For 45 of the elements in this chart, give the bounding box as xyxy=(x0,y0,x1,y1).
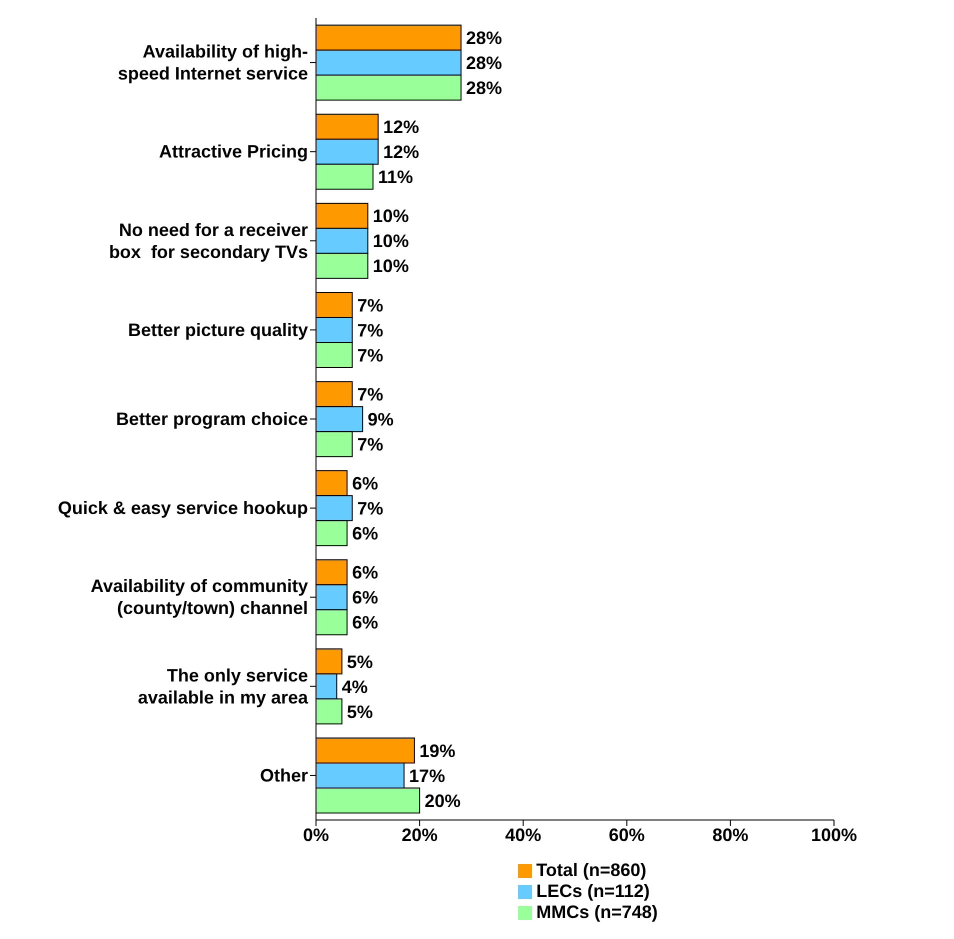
data-label: 6% xyxy=(352,562,378,583)
y-tick-label: Quick & easy service hookup xyxy=(58,498,308,518)
x-tick-label: 60% xyxy=(608,824,645,845)
data-label: 10% xyxy=(372,256,409,276)
y-tick-label: Attractive Pricing xyxy=(158,142,308,162)
data-label: 11% xyxy=(378,167,414,188)
y-tick-label: Availability of high- speed Internet service xyxy=(118,42,308,84)
data-label: 7% xyxy=(357,345,384,366)
data-label: 7% xyxy=(357,320,384,340)
data-label: 4% xyxy=(342,676,368,697)
data-label: 6% xyxy=(352,474,378,494)
data-label: 5% xyxy=(346,652,373,672)
data-label: 12% xyxy=(383,142,420,162)
data-label: 28% xyxy=(466,28,502,48)
y-tick-label: Better picture quality xyxy=(128,320,308,340)
x-tick-label: 40% xyxy=(505,824,542,845)
data-label: 20% xyxy=(424,790,461,811)
data-label: 10% xyxy=(372,231,409,252)
x-tick-label: 20% xyxy=(402,824,438,845)
x-tick-label: 80% xyxy=(712,824,748,845)
data-label: 28% xyxy=(466,78,502,98)
data-label: 9% xyxy=(368,409,394,430)
data-label: 7% xyxy=(357,498,384,519)
y-tick-label: Availability of community (county/town) channel xyxy=(90,576,308,618)
data-label: 7% xyxy=(357,384,384,404)
data-label: 7% xyxy=(357,295,384,316)
y-tick-label: Other xyxy=(260,765,308,786)
data-label: 19% xyxy=(419,740,456,761)
y-tick-label: The only service available in my area xyxy=(138,665,309,708)
data-label: 12% xyxy=(383,117,420,138)
x-tick-label: 100% xyxy=(810,824,858,845)
data-label: 5% xyxy=(346,702,373,722)
data-label: 6% xyxy=(352,524,378,544)
legend-label: MMCs (n=748) xyxy=(536,902,658,922)
data-label: 28% xyxy=(466,53,502,74)
y-tick-label: No need for a receiver box for secondary TVs xyxy=(108,220,308,262)
legend-label: LECs (n=112) xyxy=(536,881,650,901)
data-label: 17% xyxy=(409,766,446,786)
x-tick-label: 0% xyxy=(302,824,330,845)
data-label: 6% xyxy=(352,612,378,633)
data-label: 10% xyxy=(372,206,409,226)
data-label: 7% xyxy=(357,434,384,454)
y-tick-label: Better program choice xyxy=(116,409,308,429)
legend-label: Total (n=860) xyxy=(536,860,646,880)
data-label: 6% xyxy=(352,588,378,608)
